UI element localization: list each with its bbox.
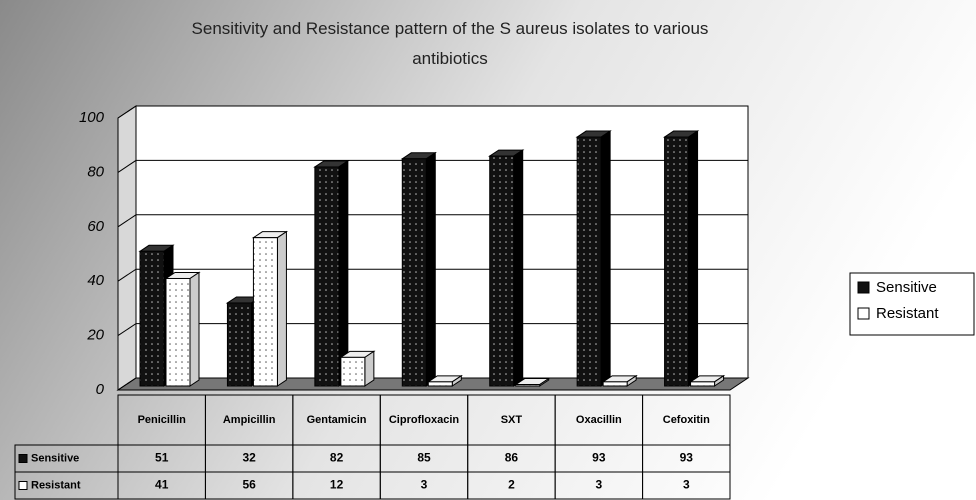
bar-front — [427, 381, 453, 387]
legend-box — [849, 272, 975, 336]
bar-side — [688, 130, 699, 387]
bar — [339, 350, 376, 387]
bar-front — [602, 381, 628, 387]
grid-line — [117, 323, 748, 337]
x-tick-label: Ciprofloxacin — [389, 414, 460, 426]
table-series-name: Sensitive — [31, 452, 79, 464]
legend-label: Sensitive — [876, 279, 937, 296]
bar — [601, 374, 638, 387]
table-value: 12 — [330, 478, 344, 492]
y-tick-label: 60 — [87, 218, 104, 235]
title-line: antibiotics — [412, 49, 488, 68]
bar-front — [226, 302, 252, 387]
bar — [662, 130, 700, 387]
legend-key — [857, 307, 870, 320]
table-value: 85 — [417, 451, 431, 465]
x-tick-label: SXT — [501, 414, 523, 426]
legend-key — [18, 454, 28, 463]
table-value: 82 — [330, 451, 344, 465]
bar-front — [489, 155, 515, 387]
bar — [400, 151, 437, 387]
bar — [313, 160, 350, 387]
table-value: 3 — [683, 478, 690, 492]
bar — [514, 377, 551, 387]
x-tick-label: Oxacillin — [576, 414, 622, 426]
chart-title: Sensitivity and Resistance pattern of th… — [192, 19, 709, 68]
y-tick-label: 100 — [79, 109, 105, 126]
table-value: 93 — [592, 451, 606, 465]
bar-side — [513, 149, 524, 387]
table-value: 41 — [155, 478, 169, 492]
grid-line — [117, 105, 748, 119]
y-tick-label: 40 — [87, 272, 104, 289]
legend-key — [18, 481, 28, 490]
grid-line — [117, 377, 748, 391]
table-cell — [642, 471, 731, 500]
bar — [426, 374, 463, 387]
title-line: Sensitivity and Resistance pattern of th… — [192, 19, 709, 38]
bar-side — [364, 350, 375, 387]
table-value: 2 — [508, 478, 515, 492]
side-wall — [117, 105, 137, 391]
legend-key — [857, 281, 870, 294]
x-tick-label: Ampicillin — [223, 414, 276, 426]
y-tick-label: 20 — [86, 327, 104, 344]
bar-front — [252, 237, 278, 387]
bar — [575, 130, 612, 387]
legend-label: Resistant — [876, 305, 939, 322]
y-tick-label: 80 — [87, 163, 104, 180]
bar-side — [338, 160, 349, 387]
bar-front — [576, 136, 602, 387]
x-tick-label: Gentamicin — [307, 414, 367, 426]
table-value: 51 — [155, 451, 169, 465]
bar — [251, 230, 289, 387]
table-value: 56 — [242, 478, 256, 492]
grid-line — [117, 268, 748, 282]
grid-line — [117, 214, 748, 228]
table-value: 3 — [596, 478, 603, 492]
bar-front — [664, 136, 690, 387]
x-tick-label: Penicillin — [138, 414, 187, 426]
table-series-name: Resistant — [31, 479, 81, 491]
bar-side — [189, 271, 200, 387]
bar-front — [690, 381, 716, 387]
table-value: 93 — [680, 451, 694, 465]
bar-side — [276, 230, 287, 387]
bar — [164, 271, 201, 387]
bar-front — [165, 277, 191, 387]
table-value: 32 — [242, 451, 256, 465]
y-tick-label: 0 — [96, 381, 105, 398]
bar-front — [515, 384, 541, 387]
table-value: 86 — [505, 451, 519, 465]
bar-front — [314, 166, 340, 387]
grid-line — [117, 159, 748, 173]
bar-side — [600, 130, 611, 387]
x-tick-label: Cefoxitin — [663, 414, 710, 426]
bar-side — [425, 151, 436, 387]
bar-front — [139, 250, 165, 387]
bar — [688, 374, 726, 387]
bar-front — [340, 356, 366, 387]
table-value: 3 — [421, 478, 428, 492]
bar-front — [401, 158, 427, 387]
bar — [488, 149, 525, 387]
